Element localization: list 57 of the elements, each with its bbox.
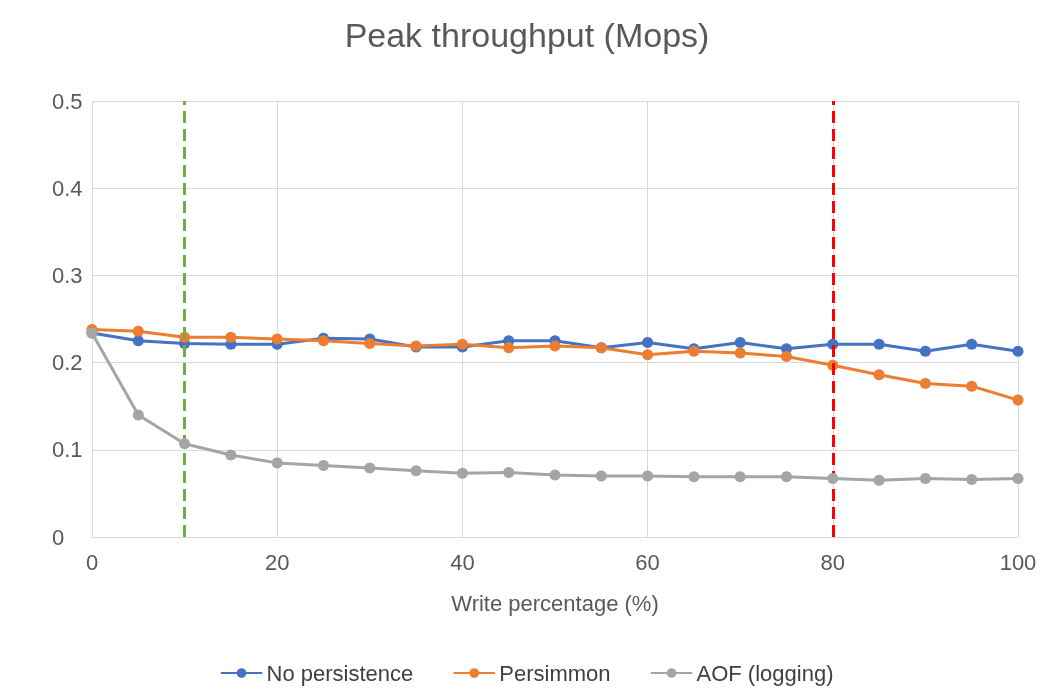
point <box>179 438 191 450</box>
point <box>225 449 237 461</box>
point <box>132 325 144 337</box>
point <box>1012 394 1024 406</box>
point <box>873 369 885 381</box>
point <box>318 460 329 471</box>
point <box>827 473 839 485</box>
y-tick-label: 0.3 <box>52 262 83 288</box>
x-tick-label: 40 <box>450 549 475 575</box>
point <box>132 409 144 421</box>
x-tick-label: 80 <box>820 549 846 575</box>
point <box>271 333 283 345</box>
point <box>734 347 746 359</box>
point <box>642 470 654 482</box>
point <box>271 457 283 469</box>
legend-label: Persimmon <box>499 660 611 686</box>
point <box>966 473 978 485</box>
point <box>364 462 376 474</box>
point <box>364 337 376 349</box>
point <box>1012 345 1024 357</box>
point <box>503 466 515 478</box>
legend-label: No persistence <box>266 660 414 686</box>
legend-label: AOF (logging) <box>696 660 834 686</box>
point <box>966 338 978 350</box>
x-tick-label: 60 <box>635 549 660 575</box>
y-tick-label: 0.2 <box>52 350 83 376</box>
point <box>642 337 654 349</box>
point <box>966 380 978 392</box>
point <box>549 340 561 352</box>
point <box>595 470 607 482</box>
y-tick-label: 0.5 <box>52 88 83 114</box>
point <box>1012 473 1024 485</box>
point <box>225 331 237 343</box>
point <box>688 471 700 483</box>
x-axis-title: Write percentage (%) <box>451 590 659 616</box>
x-tick-label: 100 <box>999 549 1037 575</box>
point <box>734 471 746 483</box>
x-tick-label: 0 <box>85 549 99 575</box>
point <box>781 471 792 483</box>
point <box>456 467 468 479</box>
point <box>919 378 931 390</box>
point <box>410 465 422 477</box>
y-tick-label: 0 <box>52 524 65 550</box>
point <box>642 349 654 361</box>
point <box>919 473 931 485</box>
point <box>873 474 885 486</box>
x-tick-label: 20 <box>264 549 290 575</box>
y-tick-label: 0.4 <box>52 175 83 201</box>
point <box>873 338 885 350</box>
y-tick-label: 0.1 <box>52 437 83 463</box>
point <box>919 345 931 357</box>
point <box>132 335 144 347</box>
point <box>781 351 792 362</box>
point <box>503 342 515 354</box>
chart-title: Peak throughput (Mops) <box>344 16 710 54</box>
point <box>549 469 561 481</box>
point <box>734 337 746 349</box>
